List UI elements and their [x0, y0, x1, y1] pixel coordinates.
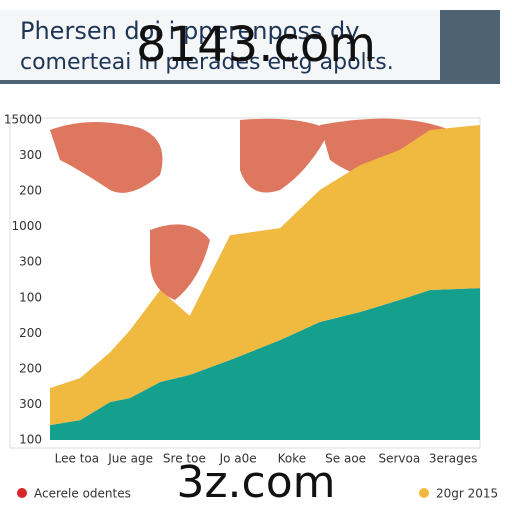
- y-tick-label: 200: [19, 326, 42, 340]
- y-tick-label: 300: [19, 255, 42, 269]
- legend-label: Acerele odentes: [34, 487, 131, 501]
- title-box: [0, 10, 440, 80]
- area: [50, 288, 480, 440]
- y-tick-label: 100: [19, 290, 42, 304]
- legend-swatch: [17, 488, 27, 498]
- x-tick-label: 3erages: [429, 452, 478, 466]
- y-tick-label: 300: [19, 397, 42, 411]
- y-tick-label: 1000: [11, 219, 42, 233]
- y-tick-label: 200: [19, 184, 42, 198]
- x-tick-label: Servoa: [379, 452, 421, 466]
- x-tick-label: Koke: [278, 452, 307, 466]
- y-tick-label: 300: [19, 148, 42, 162]
- legend-label: 20gr 2015: [436, 487, 498, 501]
- y-tick-label: 15000: [4, 113, 42, 127]
- x-tick-label: Lee toa: [55, 452, 99, 466]
- chart-subtitle: comerteai in plerades ertg apolts.: [20, 50, 394, 75]
- y-tick-label: 200: [19, 361, 42, 375]
- watermark: 3z.com: [176, 457, 335, 508]
- x-tick-label: Jo a0e: [219, 452, 257, 466]
- legend-swatch: [419, 488, 429, 498]
- x-tick-label: Jue age: [107, 452, 153, 466]
- y-tick-label: 100: [19, 433, 42, 447]
- watermark: 8143.com: [136, 17, 376, 73]
- x-tick-label: Sre toe: [163, 452, 206, 466]
- area: [50, 124, 480, 426]
- chart-title: Phersen doi i pperenposs dy: [20, 17, 359, 45]
- x-tick-label: Se aoe: [325, 452, 366, 466]
